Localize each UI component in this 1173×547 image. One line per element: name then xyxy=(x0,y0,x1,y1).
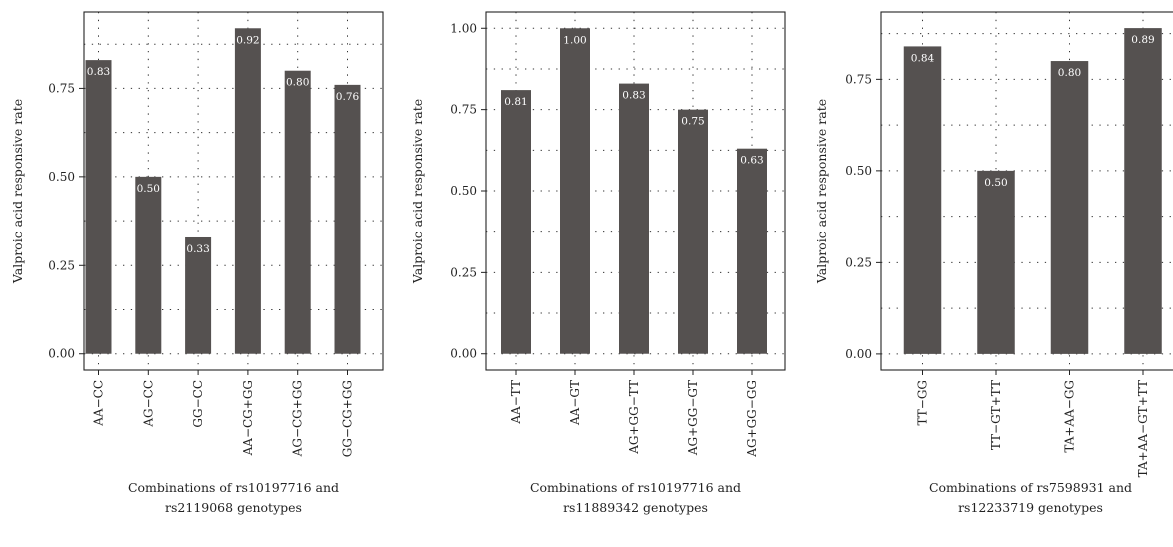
x-tick-label: AG−CC xyxy=(141,380,155,428)
x-tick-label: AG+GG−TT xyxy=(627,380,641,455)
bar xyxy=(185,236,212,354)
y-tick-label: 0.00 xyxy=(450,347,477,361)
x-tick-label: AG−CG+GG xyxy=(291,380,305,457)
y-tick-label: 0.50 xyxy=(450,184,477,198)
x-tick-label: AA−CG+GG xyxy=(241,380,255,456)
x-tick-label: AG+GG−GG xyxy=(745,380,759,458)
bar xyxy=(234,28,261,354)
bar xyxy=(334,84,361,354)
x-axis-title: rs2119068 genotypes xyxy=(165,500,302,515)
bar xyxy=(977,170,1015,354)
data-label: 1.00 xyxy=(563,34,586,46)
bar xyxy=(135,176,162,354)
bar xyxy=(737,148,767,354)
y-tick-label: 0.00 xyxy=(845,347,872,361)
y-tick-label: 1.00 xyxy=(450,21,477,35)
x-axis-title: rs11889342 genotypes xyxy=(563,500,708,515)
x-tick-label: GG−CG+GG xyxy=(341,380,355,457)
data-label: 0.83 xyxy=(622,90,645,102)
data-label: 0.75 xyxy=(681,116,704,128)
data-label: 0.33 xyxy=(186,243,209,255)
y-tick-label: 0.50 xyxy=(845,164,872,178)
bar xyxy=(284,70,311,354)
x-tick-label: TT−GG xyxy=(916,380,930,425)
bar xyxy=(678,109,708,354)
y-axis-title: Valproic acid responsive rate xyxy=(410,99,425,284)
bar xyxy=(1050,61,1089,354)
data-label: 0.84 xyxy=(911,52,935,64)
data-label: 0.92 xyxy=(236,34,259,46)
bar xyxy=(619,83,649,354)
y-tick-label: 0.50 xyxy=(48,170,75,184)
grid xyxy=(84,12,383,370)
plot-frame xyxy=(880,11,1173,371)
x-axis-title: rs12233719 genotypes xyxy=(958,500,1103,515)
grid xyxy=(881,12,1173,370)
bar xyxy=(903,46,942,354)
data-label: 0.63 xyxy=(740,155,763,167)
data-label: 0.81 xyxy=(504,96,527,108)
y-tick-label: 0.75 xyxy=(48,81,75,95)
y-axis-title: Valproic acid responsive rate xyxy=(814,99,829,284)
chart-rs11889342: 0.81 1.00 0.83 0.75 0.63 0.00 0.25 0.50 0.75 1.00… xyxy=(410,11,786,515)
x-tick-label: TA+AA−GG xyxy=(1063,380,1077,453)
x-tick-label: TA+AA−GT+TT xyxy=(1136,380,1150,477)
y-tick-label: 0.25 xyxy=(845,255,872,269)
data-label: 0.83 xyxy=(87,66,110,78)
chart-rs12233719: 0.84 0.50 0.80 0.89 0.00 0.25 0.50 0.75 TT−GG TT−… xyxy=(814,11,1173,515)
x-tick-label: AA−GT xyxy=(568,380,582,426)
bar xyxy=(85,60,112,354)
plot-frame xyxy=(83,11,384,371)
data-label: 0.50 xyxy=(984,177,1007,189)
y-tick-label: 0.00 xyxy=(48,347,75,361)
y-tick-label: 0.75 xyxy=(450,103,477,117)
data-label: 0.80 xyxy=(1058,67,1081,79)
y-tick-label: 0.25 xyxy=(48,258,75,272)
x-axis-title: Combinations of rs7598931 and xyxy=(929,480,1132,495)
x-tick-label: TT−GT+TT xyxy=(989,380,1003,450)
x-tick-label: AG+GG−GT xyxy=(686,380,700,456)
data-label: 0.89 xyxy=(1131,34,1154,46)
x-tick-label: AA−TT xyxy=(509,380,523,425)
x-axis-title: Combinations of rs10197716 and xyxy=(128,480,339,495)
y-tick-label: 0.25 xyxy=(450,265,477,279)
data-label: 0.80 xyxy=(286,77,309,89)
chart-rs2119068: 0.83 0.50 0.33 0.92 0.80 0.76 0.00 0.25 0.50 0.75… xyxy=(10,11,384,515)
bar xyxy=(501,90,531,354)
x-axis-title: Combinations of rs10197716 and xyxy=(530,480,741,495)
y-tick-label: 0.75 xyxy=(845,72,872,86)
y-axis-title: Valproic acid responsive rate xyxy=(10,99,25,284)
bar xyxy=(560,28,590,354)
data-label: 0.50 xyxy=(137,183,160,195)
x-tick-label: GG−CC xyxy=(191,380,205,428)
x-tick-label: AA−CC xyxy=(92,380,106,427)
bar xyxy=(1124,28,1162,354)
data-label: 0.76 xyxy=(336,91,360,103)
